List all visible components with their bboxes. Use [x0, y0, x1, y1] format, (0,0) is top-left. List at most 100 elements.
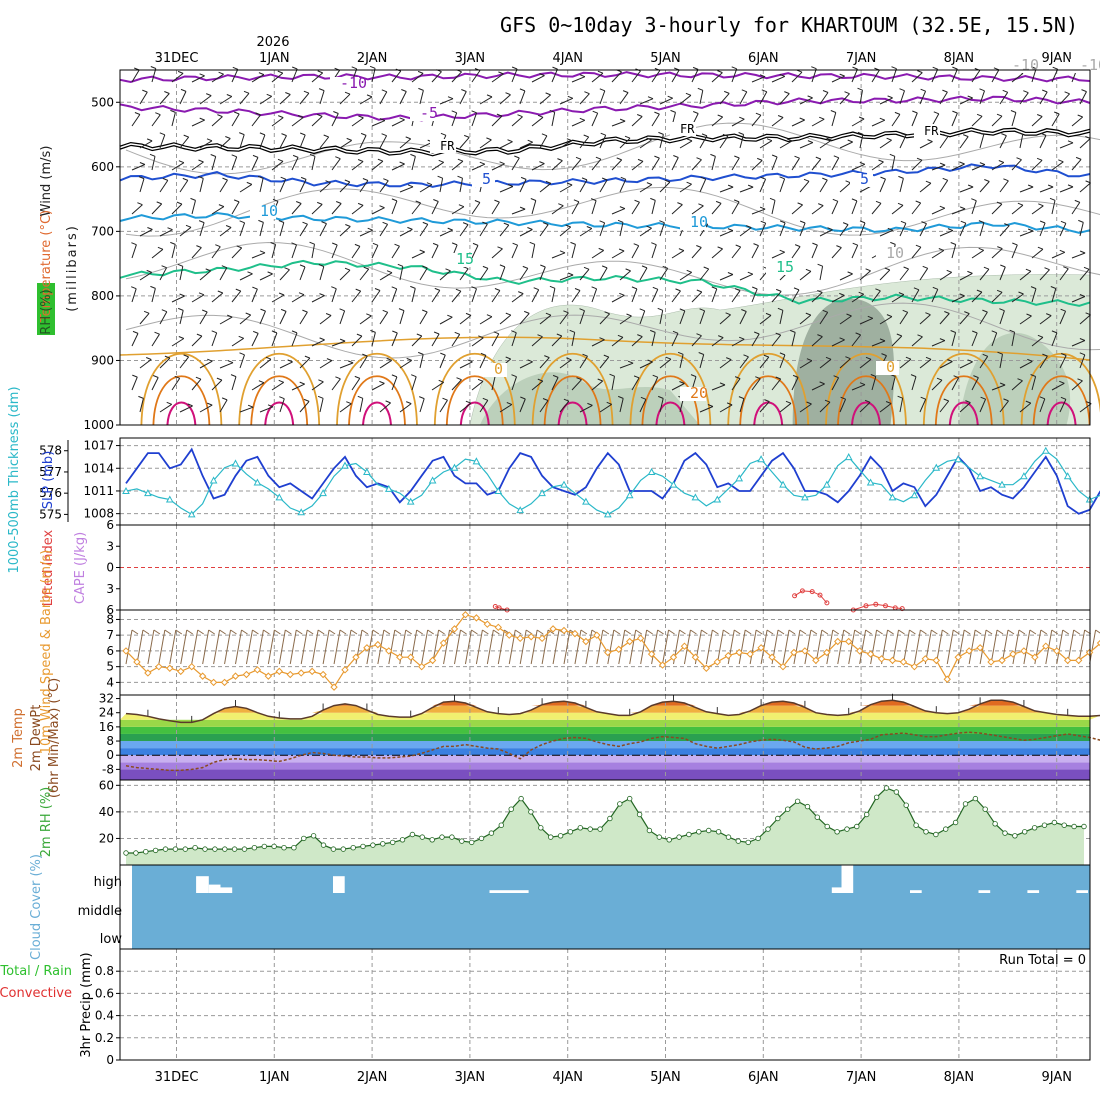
- wind-barb-flag: [131, 286, 137, 290]
- wind-barb: [151, 156, 156, 171]
- wind-barb-flag: [370, 329, 376, 333]
- wind-barb: [699, 178, 707, 193]
- wind-barb: [611, 294, 625, 303]
- wind-barb-flag: [757, 157, 763, 161]
- wind-barb: [399, 359, 412, 369]
- rh2m-marker: [518, 795, 524, 802]
- wind-barb: [151, 203, 163, 215]
- bottom-day-label: 8JAN: [944, 1070, 975, 1085]
- wind-barb-flag: [952, 110, 958, 114]
- wind-barb-flag: [218, 204, 225, 208]
- wind-barb-flag: [447, 314, 453, 318]
- wind-barb-flag: [164, 355, 171, 359]
- wind-barb: [819, 92, 829, 105]
- wind-barb-flag: [253, 330, 259, 334]
- wind-barb-flag: [887, 227, 893, 231]
- wind-barb: [259, 95, 272, 105]
- wind-barb-flag: [1054, 111, 1060, 115]
- wind-barb-flag: [227, 314, 233, 318]
- wind-barb-flag: [673, 155, 679, 158]
- wind-barb-flag: [1030, 66, 1037, 70]
- wind-barb-flag: [506, 402, 512, 405]
- thickness-marker: [757, 455, 765, 463]
- wind-barb-flag: [303, 398, 310, 402]
- wind-barb: [191, 378, 202, 391]
- wind-barb-flag: [467, 359, 473, 363]
- wind-barb: [139, 271, 152, 281]
- wind-barb: [251, 114, 261, 127]
- wind-barb-flag: [587, 402, 593, 406]
- wind10m-marker: [549, 625, 557, 633]
- wind-barb: [971, 115, 983, 127]
- surface-wind-barb-flag: [821, 629, 829, 635]
- wind-barb: [191, 335, 203, 347]
- dewpt2m-line: [125, 731, 1100, 772]
- wind-barb-flag: [812, 242, 818, 246]
- rh2m-marker: [804, 803, 811, 810]
- wind-barb: [971, 70, 981, 83]
- wind-barb-flag: [932, 66, 938, 70]
- wind10m-axis-label: 10m Wind Speed & Barbs (m/s): [39, 550, 54, 755]
- surface-wind-barb: [454, 629, 461, 665]
- wind-barb-flag: [354, 243, 361, 247]
- wind-barb-flag: [486, 94, 493, 98]
- wind-barb-flag: [357, 159, 364, 162]
- wind-barb-flag: [1079, 352, 1085, 356]
- wind-barb-flag: [1077, 114, 1083, 118]
- surface-wind-barb-flag: [985, 629, 993, 635]
- wind-barb-flag: [1067, 140, 1074, 144]
- wind-barb: [559, 97, 574, 105]
- y-tick-label: 0: [106, 561, 114, 575]
- rh-shade-mid: [479, 372, 700, 425]
- wind-barb-flag: [646, 225, 652, 229]
- wind-barb-flag: [978, 247, 984, 251]
- wind-barb: [771, 334, 782, 347]
- surface-wind-barb-flag: [263, 629, 270, 635]
- rh2m-marker: [350, 845, 356, 851]
- wind-barb-flag: [1059, 380, 1065, 384]
- cloud-clear-patch: [910, 890, 922, 893]
- wind-barb-flag: [803, 178, 810, 182]
- wind-barb-flag: [433, 331, 440, 335]
- wind-barb: [831, 201, 839, 215]
- wind-barb-flag: [942, 134, 949, 137]
- wind-barb-flag: [270, 242, 276, 245]
- rh2m-marker: [1002, 830, 1008, 836]
- surface-wind-barb: [574, 629, 582, 665]
- wind-barb-flag: [366, 94, 373, 98]
- wind-barb: [539, 182, 552, 193]
- wind-barb-flag: [996, 113, 1003, 117]
- rh2m-marker: [587, 826, 593, 832]
- wind-barb-flag: [633, 243, 639, 247]
- wind-barb-flag: [617, 219, 624, 223]
- wind10m-marker: [177, 667, 185, 676]
- rh2m-marker: [271, 843, 277, 850]
- wind-barb: [951, 163, 965, 171]
- wind-barb: [1011, 72, 1024, 83]
- wind-barb: [191, 294, 205, 303]
- wind-barb: [951, 68, 958, 83]
- contour-label-bg: [410, 107, 436, 121]
- wind-barb: [831, 157, 840, 171]
- wind-barb: [1079, 403, 1092, 413]
- wind-barb: [939, 400, 950, 413]
- wind-barb: [979, 134, 985, 149]
- surface-wind-barb: [245, 629, 253, 665]
- wind-barb: [351, 335, 363, 347]
- wind-barb-flag: [434, 287, 440, 291]
- temperature-contour-line: [119, 211, 1091, 234]
- wind-barb-flag: [865, 268, 871, 272]
- wind-barb-flag: [654, 111, 660, 115]
- surface-wind-barb: [946, 629, 954, 665]
- wind-barb-flag: [272, 198, 279, 202]
- surface-contour-20: [629, 353, 712, 426]
- wind-barb-flag: [382, 221, 388, 225]
- wind-barb-flag: [303, 90, 310, 94]
- surface-contour-25: [934, 375, 993, 426]
- surface-wind-barb: [224, 629, 232, 665]
- wind-barb: [291, 244, 297, 259]
- wind-barb: [479, 316, 493, 325]
- temperature-axis-label: Temperature (°C): [39, 210, 54, 323]
- wind-barb: [319, 315, 332, 325]
- wind-barb-flag: [1079, 250, 1086, 254]
